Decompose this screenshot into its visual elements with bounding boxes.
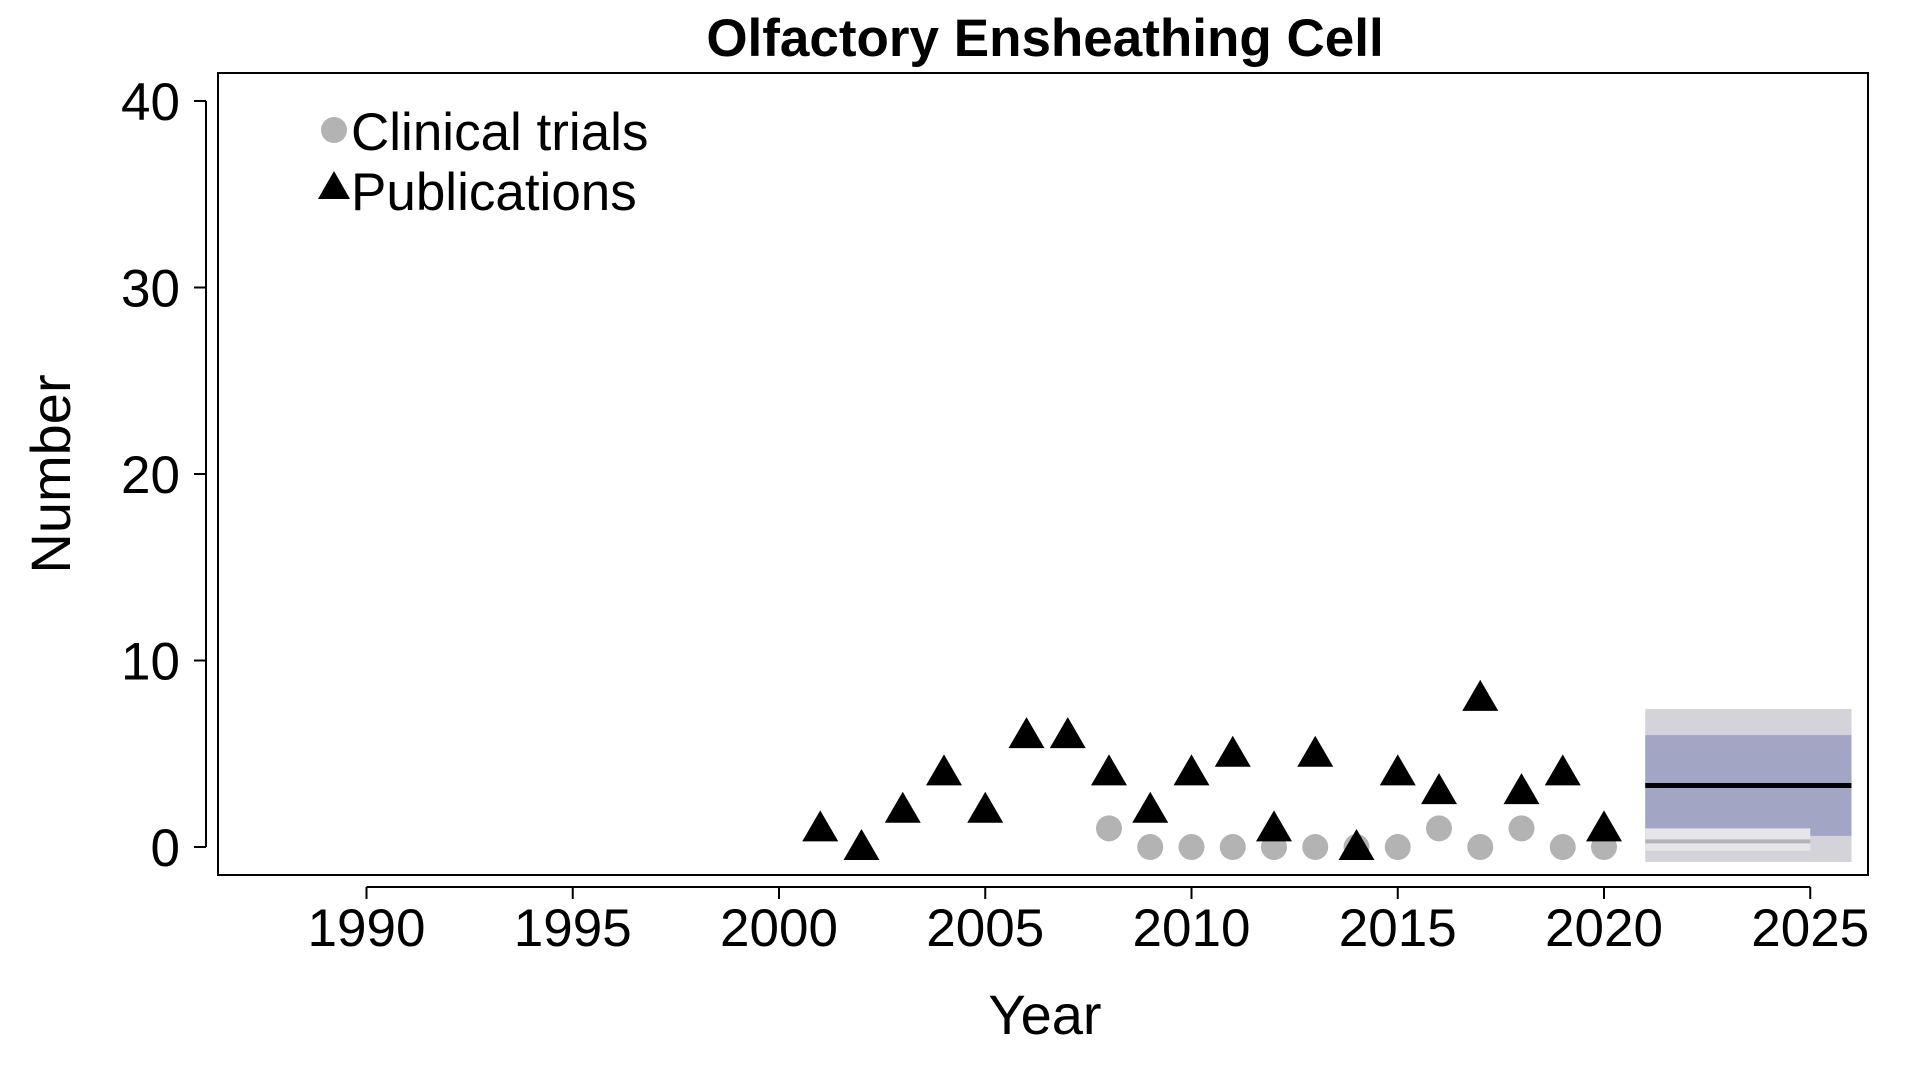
point-clinical-trials — [1219, 834, 1246, 861]
point-publications — [967, 791, 1004, 823]
point-clinical-trials — [1302, 834, 1329, 861]
x-tick-label: 2010 — [1133, 899, 1251, 958]
legend-marker-clinical-trials — [321, 117, 347, 143]
x-tick-label: 1990 — [308, 899, 426, 958]
x-tick-label: 1995 — [514, 899, 632, 958]
point-clinical-trials — [1508, 815, 1535, 842]
legend: Clinical trials Publications — [318, 103, 648, 222]
y-axis-label: Number — [19, 374, 82, 573]
point-publications — [1503, 773, 1540, 805]
point-publications — [1297, 735, 1334, 767]
point-clinical-trials — [1384, 834, 1411, 861]
x-tick-label: 2025 — [1751, 899, 1869, 958]
y-axis: 0 10 20 30 40 — [121, 73, 207, 878]
point-publications — [1132, 791, 1169, 823]
point-publications — [802, 810, 839, 842]
point-publications — [1049, 717, 1086, 749]
x-tick-label: 2020 — [1545, 899, 1663, 958]
point-publications — [1586, 810, 1622, 842]
y-tick-label: 30 — [121, 259, 180, 318]
legend-label-clinical-trials: Clinical trials — [351, 103, 648, 162]
x-tick-label: 2005 — [926, 899, 1044, 958]
legend-label-publications: Publications — [351, 163, 637, 222]
point-clinical-trials — [1467, 834, 1494, 861]
plot-frame — [217, 72, 1869, 876]
point-clinical-trials — [1549, 834, 1576, 861]
legend-marker-publications — [318, 171, 350, 199]
x-axis: 1990 1995 2000 2005 2010 2015 2020 2025 — [308, 886, 1869, 958]
point-publications — [1008, 717, 1045, 749]
point-publications — [1421, 773, 1457, 805]
x-tick-label: 2015 — [1339, 899, 1457, 958]
point-publications — [1091, 754, 1127, 786]
x-tick-label: 2000 — [720, 899, 838, 958]
point-clinical-trials — [1096, 815, 1122, 842]
y-tick-label: 40 — [121, 73, 180, 132]
point-publications — [1256, 810, 1292, 842]
point-publications — [1338, 829, 1375, 861]
point-publications — [884, 791, 921, 823]
point-publications — [1379, 754, 1416, 786]
point-clinical-trials — [1178, 834, 1205, 861]
point-publications — [1544, 754, 1581, 786]
point-clinical-trials — [1137, 834, 1164, 861]
marks-layer — [802, 679, 1622, 861]
y-tick-label: 20 — [121, 446, 180, 505]
point-publications — [1173, 754, 1210, 786]
point-publications — [1214, 735, 1251, 767]
y-tick-label: 0 — [151, 819, 180, 878]
point-publications — [1462, 679, 1499, 711]
y-tick-label: 10 — [121, 633, 180, 692]
chart-title: Olfactory Ensheathing Cell — [706, 9, 1383, 68]
point-publications — [926, 754, 962, 786]
point-clinical-trials — [1426, 815, 1452, 842]
point-publications — [843, 829, 880, 861]
forecast-layer — [1645, 709, 1852, 862]
x-axis-label: Year — [988, 983, 1101, 1046]
